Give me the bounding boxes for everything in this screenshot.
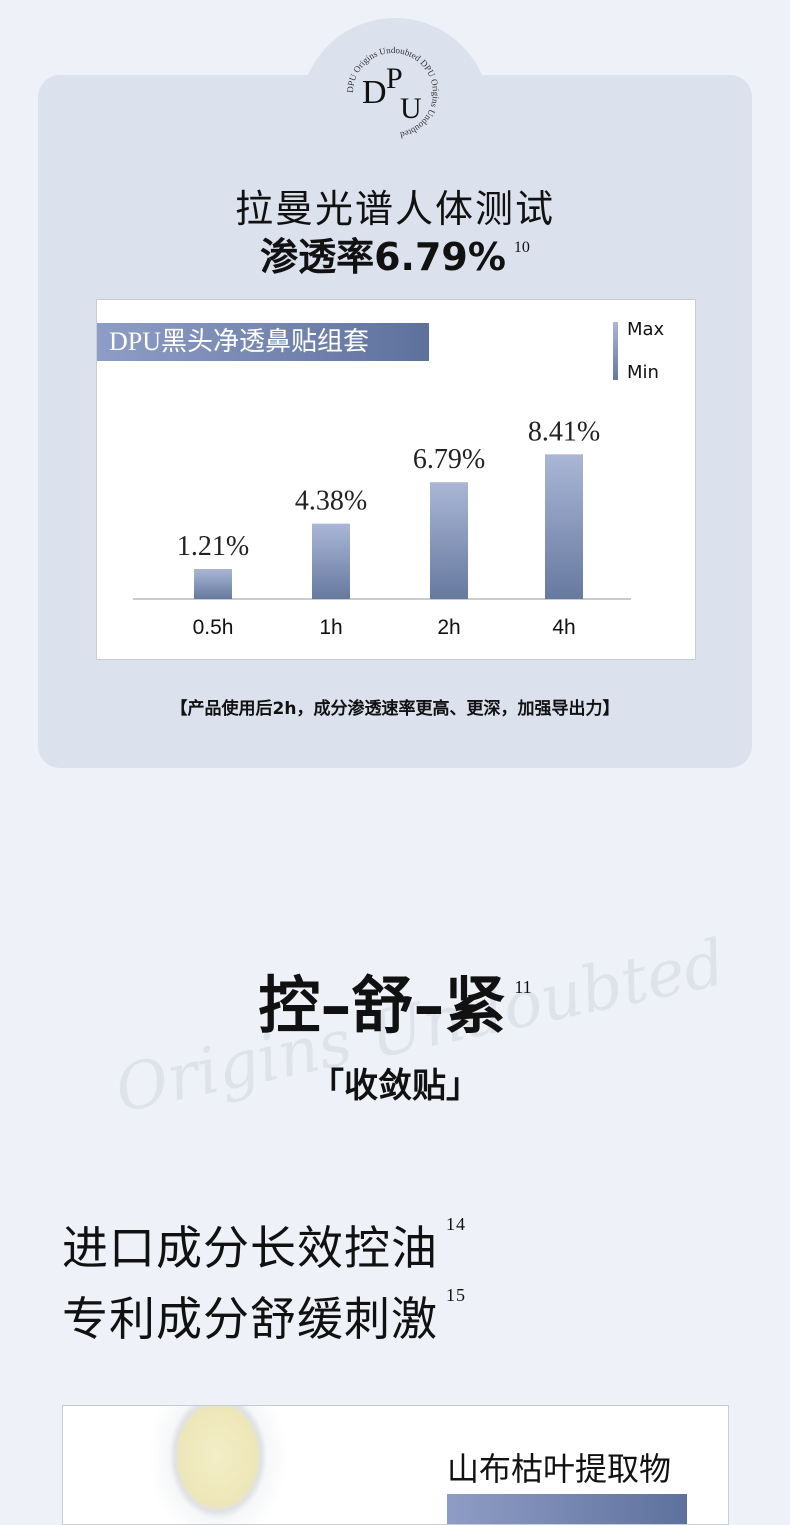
footnote-ref: 10 [513, 239, 530, 256]
bar-2h [430, 482, 468, 599]
dpu-logo: DPU Origins Undoubted DPU Origins Undoub… [345, 45, 441, 140]
bar-0.5h [194, 569, 232, 599]
svg-text:U: U [400, 92, 422, 125]
footnote-ref: 15 [446, 1285, 466, 1305]
x-tick-label: 1h [319, 616, 342, 639]
data-label: 6.79% [413, 444, 485, 475]
ingredient-image [63, 1406, 363, 1524]
bar-chart: DPU黑头净透鼻贴组套 Max Min 1.21% 0.5h 4.38% 1h 6.79… [96, 299, 696, 660]
section-title: 拉曼光谱人体测试 [234, 187, 555, 231]
ingredient-name: 山布枯叶提取物 [447, 1450, 672, 1488]
bar-4h [545, 454, 583, 599]
footnote-ref: 14 [446, 1214, 466, 1234]
ingredient-card: 山布枯叶提取物 [62, 1405, 729, 1525]
legend-min: Min [627, 362, 659, 383]
legend-max: Max [627, 319, 665, 340]
svg-text:D: D [362, 74, 387, 111]
section2-title: 控–舒–紧 11 [258, 969, 532, 1042]
svg-text:P: P [386, 62, 403, 95]
feature-line: 专利成分舒缓刺激 15 [62, 1285, 466, 1346]
data-label: 8.41% [528, 416, 600, 447]
section2-subtitle: 「收敛贴」 [310, 1066, 480, 1106]
data-label: 4.38% [295, 486, 367, 517]
x-tick-label: 2h [437, 616, 460, 639]
plot-area: 1.21% 0.5h 4.38% 1h 6.79% 2h 8.41% 4h [133, 416, 631, 639]
bar-1h [312, 523, 350, 599]
footnote-ref: 11 [514, 977, 532, 997]
data-label: 1.21% [177, 531, 249, 562]
section-subtitle: 渗透率6.79% 10 [260, 235, 530, 279]
ingredient-banner [447, 1494, 687, 1524]
x-tick-label: 0.5h [193, 616, 234, 639]
legend-gradient [613, 322, 618, 380]
feature-line: 进口成分长效控油 14 [62, 1214, 466, 1275]
x-tick-label: 4h [552, 616, 575, 639]
chart-title: DPU黑头净透鼻贴组套 [97, 323, 429, 361]
chart-caption: 【产品使用后2h，成分渗透速率更高、更深，加强导出力】 [170, 699, 620, 719]
